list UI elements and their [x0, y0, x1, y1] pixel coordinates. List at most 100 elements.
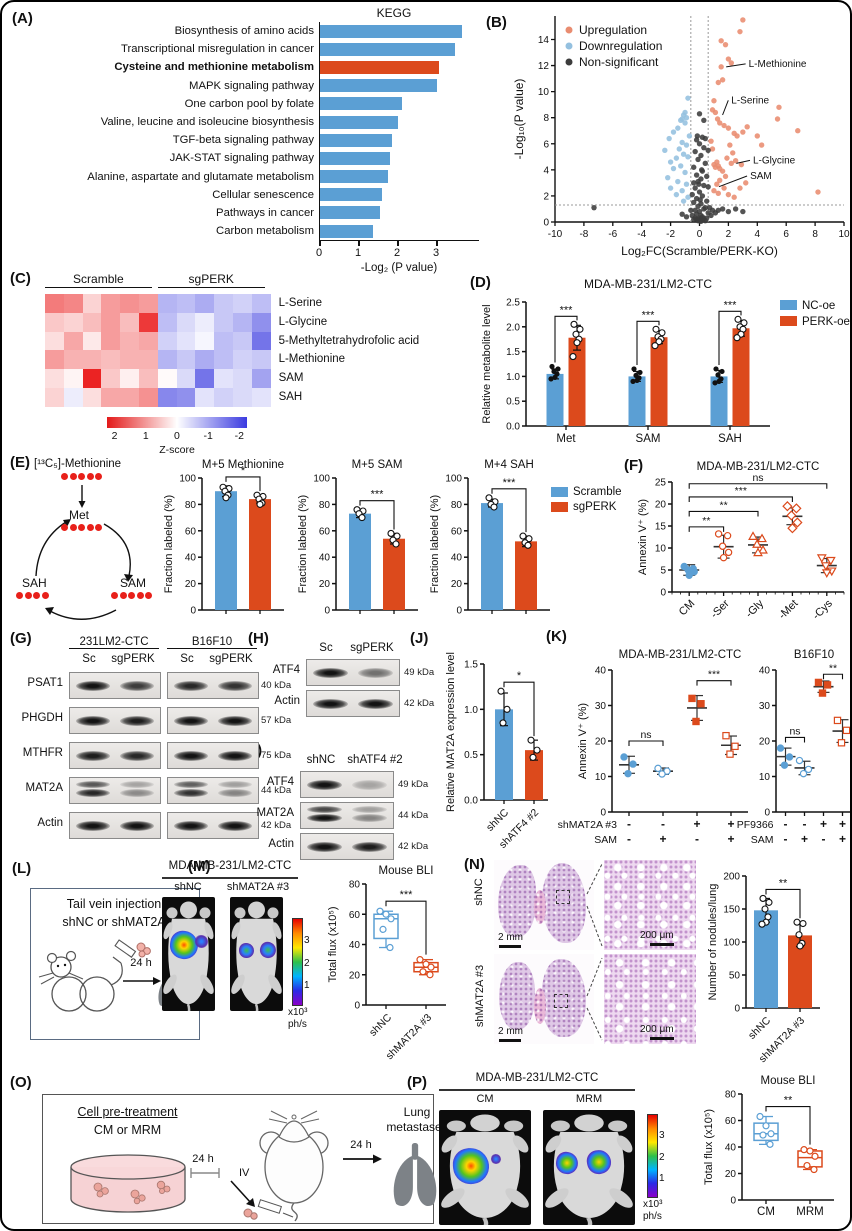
blot-image [167, 707, 259, 734]
panel-n-label: (N) [464, 856, 485, 873]
svg-text:4: 4 [543, 165, 549, 176]
heatmap-cell [176, 350, 196, 370]
heatmap-cell [101, 387, 121, 407]
svg-text:0: 0 [456, 606, 462, 617]
heatmap-cell [45, 294, 64, 313]
lung-inset-shnc [604, 860, 696, 950]
n-scale-200um-1: 200 μm [640, 930, 674, 941]
blot-image [69, 812, 161, 839]
panel-e-label: (E) [10, 454, 30, 471]
svg-text:-: - [822, 832, 826, 846]
kegg-row: Biosynthesis of amino acids [14, 22, 480, 41]
svg-text:ns: ns [789, 725, 800, 737]
o-sketch [70, 1110, 437, 1222]
n-row-shnc: shNC [473, 878, 485, 906]
heatmap-cell [251, 331, 271, 351]
heatmap-cell [214, 312, 233, 332]
svg-text:M+5 Methionine: M+5 Methionine [202, 459, 284, 471]
svg-text:+: + [839, 832, 846, 846]
blot-image [167, 812, 259, 839]
heatmap-cell [157, 312, 177, 332]
heatmap-cell [214, 331, 233, 351]
annexin-kleft-chart: MDA-MB-231/LM2-CTC 0 10 20 30 40 Annexin V⁺ (%… [558, 640, 754, 867]
o-dest-1: Lung [403, 1105, 431, 1119]
svg-text:2.5: 2.5 [506, 298, 520, 309]
met-isotope-dots [61, 473, 102, 480]
svg-text:***: *** [642, 309, 656, 321]
n-scale-2mm-2: 2 mm [498, 1026, 523, 1037]
svg-text:**: ** [702, 515, 710, 527]
svg-text:**: ** [720, 499, 728, 511]
western-blot-g: 231LM2-CTC Sc sgPERK B16F10 Sc sgPERK PSAT1 40 … [17, 636, 317, 851]
svg-text:1.5: 1.5 [464, 660, 478, 671]
svg-text:80: 80 [725, 1090, 737, 1101]
panel-o-label: (O) [10, 1074, 32, 1091]
p-cbar-1: 1 [659, 1173, 665, 1184]
svg-text:8: 8 [543, 113, 549, 124]
svg-text:0: 0 [600, 808, 606, 819]
panel-k-label: (K) [546, 628, 567, 645]
svg-text:1.0: 1.0 [506, 372, 520, 383]
heatmap-cell [82, 294, 102, 313]
heatmap-cell [45, 331, 64, 351]
blot-image [69, 777, 161, 804]
svg-text:**: ** [829, 662, 837, 674]
svg-text:-: - [695, 832, 699, 846]
svg-text:0: 0 [730, 1196, 736, 1207]
m-title: MDA-MB-231/LM2-CTC [168, 860, 292, 872]
svg-text:+: + [727, 832, 734, 846]
heatmap-cell [251, 369, 271, 388]
svg-text:Non-significant: Non-significant [579, 55, 659, 69]
svg-text:0.0: 0.0 [464, 796, 478, 807]
n-scalebar-200um-2 [650, 1037, 674, 1040]
panel-a-label: (A) [12, 10, 33, 27]
svg-text:20: 20 [759, 737, 771, 748]
heatmap-cell [157, 350, 177, 370]
svg-text:50: 50 [729, 971, 741, 982]
svg-text:100: 100 [723, 938, 740, 949]
o-24h-1: 24 h [192, 1153, 214, 1165]
panel-h-label: (H) [248, 630, 269, 647]
heatmap-cell [82, 387, 102, 407]
svg-text:14: 14 [538, 35, 550, 46]
heatmap-cell [176, 294, 196, 313]
svg-text:PF9366: PF9366 [737, 819, 774, 831]
svg-text:CM: CM [677, 598, 698, 619]
sam-dots [111, 592, 152, 599]
svg-text:Relative MAT2A expression leve: Relative MAT2A expression level [445, 652, 457, 812]
svg-text:***: *** [735, 485, 747, 497]
svg-text:M+5 SAM: M+5 SAM [352, 459, 403, 471]
heatmap-cell [232, 312, 252, 332]
svg-text:***: *** [503, 477, 517, 489]
svg-text:2: 2 [543, 191, 549, 202]
kegg-row: Cysteine and methionine metabolism [14, 58, 480, 77]
m4-sah-chart: M+4 SAH 0 20 40 60 80 100 Fraction labeled (%) *… [426, 454, 556, 629]
o-24h-2: 24 h [350, 1139, 372, 1151]
kegg-row: Transcriptional misregulation in cancer [14, 40, 480, 59]
svg-text:Annexin V⁺ (%): Annexin V⁺ (%) [577, 703, 589, 779]
n-scalebar-1 [499, 945, 521, 948]
n-row-shmat2a: shMAT2A #3 [474, 964, 486, 1028]
svg-text:L-Methionine: L-Methionine [749, 59, 807, 70]
svg-text:80: 80 [349, 880, 361, 891]
mat2a-expression-chart: 0.0 0.5 1.0 1.5 Relative MAT2A expression le… [440, 634, 560, 867]
svg-text:60: 60 [451, 526, 463, 537]
kegg-row: MAPK signaling pathway [14, 76, 480, 95]
svg-text:-: - [627, 817, 631, 831]
svg-text:40: 40 [595, 666, 607, 677]
svg-text:20: 20 [655, 500, 667, 511]
svg-text:12: 12 [538, 61, 550, 72]
n-scale-2mm-1: 2 mm [498, 932, 523, 943]
m5-sam-chart: M+5 SAM 0 20 40 60 80 100 Fraction labeled (%) *… [294, 454, 424, 629]
blot-image [69, 672, 161, 699]
heatmap-cell [63, 350, 83, 370]
svg-text:100: 100 [445, 474, 462, 485]
svg-text:30: 30 [759, 701, 771, 712]
svg-text:-8: -8 [579, 229, 588, 240]
svg-text:L-Serine: L-Serine [731, 95, 769, 106]
svg-text:SAH: SAH [718, 433, 742, 445]
bli-image-mrm [543, 1110, 635, 1225]
mouse-bli-boxplot-m: Mouse BLI 0 20 40 60 80 Total flux (x10⁵) shNC s… [320, 856, 460, 1066]
svg-text:-: - [627, 832, 631, 846]
